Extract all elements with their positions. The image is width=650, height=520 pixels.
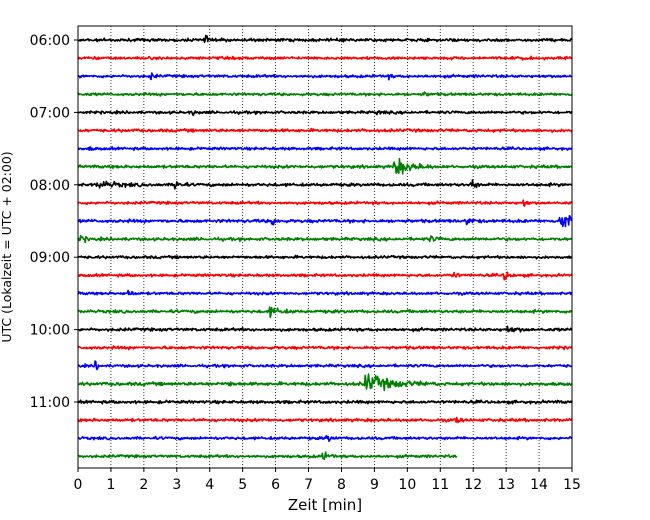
x-tick-label: 3: [172, 477, 181, 493]
axis-ticks: 0 1 2 3 4 5 6 7 8 9 10 11 12 13 14 1506:0007:0008:0009:…: [30, 33, 581, 493]
trace-1000: [77, 325, 573, 333]
y-tick-label: 06:00: [30, 33, 70, 49]
x-tick-label: 8: [337, 477, 346, 493]
y-axis-label: UTC (Lokalzeit = UTC + 02:00): [0, 151, 14, 342]
trace-0930: [77, 289, 573, 296]
plot-frame: [77, 25, 573, 469]
trace-0615: [77, 55, 573, 61]
trace-0700: [77, 109, 573, 117]
trace-0830: [77, 215, 573, 228]
y-tick-label: 09:00: [30, 250, 70, 266]
y-tick-label: 08:00: [30, 178, 70, 194]
trace-1045: [77, 373, 573, 392]
x-tick-label: 0: [74, 477, 83, 493]
trace-0900: [77, 254, 573, 260]
x-axis-label: Zeit [min]: [288, 496, 362, 514]
x-tick-label: 9: [370, 477, 379, 493]
trace-0745: [77, 157, 573, 175]
trace-0845: [77, 234, 573, 244]
trace-1145: [77, 451, 458, 461]
y-tick-label: 11:00: [30, 395, 70, 411]
y-tick-label: 10:00: [30, 323, 70, 339]
trace-1015: [77, 345, 573, 351]
trace-0945: [77, 306, 573, 319]
x-tick-label: 11: [431, 477, 449, 493]
trace-0715: [77, 127, 573, 134]
trace-1100: [77, 399, 573, 405]
x-tick-label: 13: [497, 477, 515, 493]
x-tick-label: 1: [106, 477, 115, 493]
trace-1130: [77, 435, 573, 442]
x-tick-label: 4: [205, 477, 214, 493]
trace-0815: [77, 199, 573, 207]
trace-1115: [77, 416, 573, 424]
x-tick-label: 2: [139, 477, 148, 493]
trace-0915: [77, 271, 573, 281]
x-tick-label: 7: [304, 477, 313, 493]
y-tick-label: 07:00: [30, 105, 70, 121]
x-tick-label: 10: [398, 477, 416, 493]
seismogram-traces: [77, 34, 573, 461]
x-tick-label: 12: [464, 477, 482, 493]
trace-0630: [77, 72, 573, 81]
x-tick-label: 5: [238, 477, 247, 493]
trace-0800: [77, 179, 573, 190]
x-tick-label: 15: [563, 477, 581, 493]
trace-0645: [77, 91, 573, 97]
trace-0730: [77, 146, 573, 152]
x-tick-label: 6: [271, 477, 280, 493]
trace-1030: [77, 360, 573, 371]
trace-0600: [77, 34, 573, 44]
x-tick-label: 14: [530, 477, 548, 493]
